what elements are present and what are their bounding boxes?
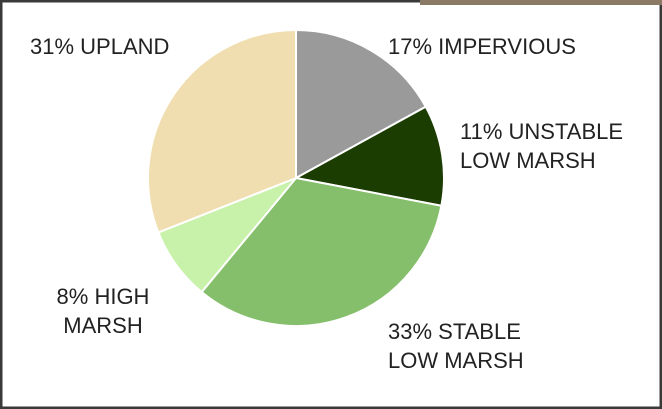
slice-label: LOW MARSH — [460, 148, 596, 173]
chart: 17% IMPERVIOUS 11% UNSTABLE LOW MARSH 33% S… — [0, 0, 662, 409]
slice-label: 8% HIGH — [57, 284, 150, 309]
slice-label: 31% UPLAND — [30, 34, 169, 59]
slice-label: 33% STABLE — [388, 319, 521, 344]
slice-label: 17% IMPERVIOUS — [388, 34, 576, 59]
slice-label: LOW MARSH — [388, 348, 524, 373]
page: {"chart_data": {"type": "pie", "values":… — [0, 0, 662, 409]
photo-edge — [420, 0, 662, 5]
slice-label: 11% UNSTABLE — [460, 119, 623, 144]
slice-label: MARSH — [63, 313, 142, 338]
